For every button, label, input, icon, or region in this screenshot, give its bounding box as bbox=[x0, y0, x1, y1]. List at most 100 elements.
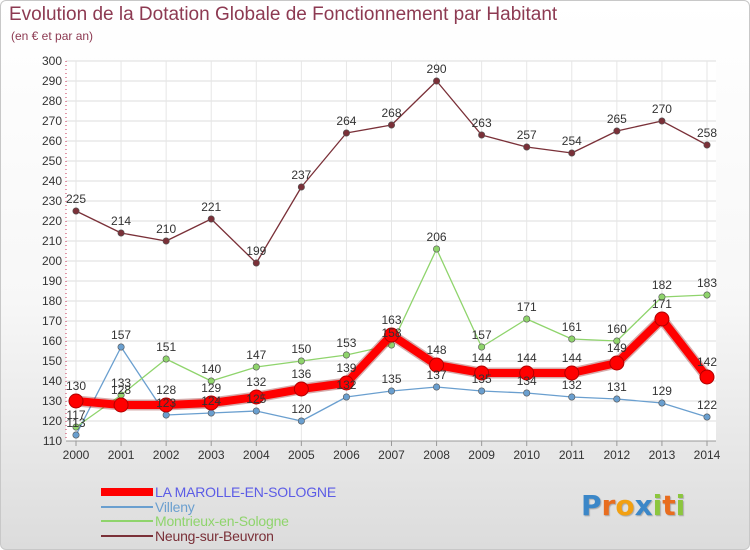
data-point bbox=[613, 337, 621, 345]
data-label: 171 bbox=[652, 297, 672, 311]
data-label: 153 bbox=[336, 336, 356, 350]
legend-label: Neung-sur-Beuvron bbox=[155, 527, 274, 544]
data-point bbox=[342, 129, 350, 137]
series-lines bbox=[68, 77, 715, 439]
data-label: 132 bbox=[562, 378, 582, 392]
chart-subtitle: (en € et par an) bbox=[11, 29, 94, 43]
data-label: 128 bbox=[156, 383, 176, 397]
data-point bbox=[252, 259, 260, 267]
data-label: 151 bbox=[156, 340, 176, 354]
data-point bbox=[162, 355, 170, 363]
data-point bbox=[699, 369, 715, 385]
logo-letter: i bbox=[652, 489, 663, 522]
data-label: 210 bbox=[156, 222, 176, 236]
logo-letter: P bbox=[581, 489, 602, 522]
data-label: 148 bbox=[427, 343, 447, 357]
x-tick-label: 2001 bbox=[108, 448, 135, 462]
data-label: 135 bbox=[381, 372, 401, 386]
data-point bbox=[72, 431, 80, 439]
data-label: 183 bbox=[697, 276, 717, 290]
data-point bbox=[478, 387, 486, 395]
y-tick-label: 240 bbox=[42, 174, 62, 188]
data-label: 133 bbox=[111, 376, 131, 390]
data-label: 139 bbox=[336, 361, 356, 375]
y-tick-label: 150 bbox=[42, 354, 62, 368]
data-label: 122 bbox=[697, 398, 717, 412]
data-point bbox=[429, 357, 445, 373]
y-tick-label: 300 bbox=[42, 54, 62, 68]
data-point bbox=[433, 245, 441, 253]
data-point bbox=[613, 395, 621, 403]
data-label: 254 bbox=[562, 134, 582, 148]
y-tick-label: 250 bbox=[42, 154, 62, 168]
data-label: 264 bbox=[336, 114, 356, 128]
data-point bbox=[703, 291, 711, 299]
data-label: 132 bbox=[246, 375, 266, 389]
data-label: 130 bbox=[66, 379, 86, 393]
y-tick-label: 280 bbox=[42, 94, 62, 108]
data-point bbox=[474, 365, 490, 381]
data-point bbox=[519, 365, 535, 381]
y-tick-label: 120 bbox=[42, 414, 62, 428]
data-point bbox=[113, 397, 129, 413]
x-tick-label: 2004 bbox=[243, 448, 270, 462]
y-tick-label: 160 bbox=[42, 334, 62, 348]
chart-title: Evolution de la Dotation Globale de Fonc… bbox=[9, 4, 558, 25]
y-tick-label: 230 bbox=[42, 194, 62, 208]
data-label: 140 bbox=[201, 362, 221, 376]
data-label: 163 bbox=[381, 313, 401, 327]
data-label: 136 bbox=[291, 367, 311, 381]
logo-letter: i bbox=[675, 489, 686, 522]
legend-label: LA MAROLLE-EN-SOLOGNE bbox=[155, 484, 336, 500]
data-point bbox=[523, 389, 531, 397]
data-label: 131 bbox=[607, 380, 627, 394]
data-point bbox=[478, 343, 486, 351]
data-point bbox=[293, 381, 309, 397]
y-tick-label: 130 bbox=[42, 394, 62, 408]
y-tick-label: 260 bbox=[42, 134, 62, 148]
data-point bbox=[207, 409, 215, 417]
logo-letter: x bbox=[634, 489, 653, 522]
data-point bbox=[433, 383, 441, 391]
y-tick-label: 290 bbox=[42, 74, 62, 88]
data-label: 128 bbox=[111, 383, 131, 397]
data-point bbox=[568, 393, 576, 401]
x-tick-label: 2011 bbox=[559, 448, 585, 462]
data-point bbox=[252, 363, 260, 371]
x-tick-label: 2012 bbox=[604, 448, 631, 462]
legend-label: Villeny bbox=[155, 498, 195, 515]
data-label: 125 bbox=[246, 392, 266, 406]
data-label: 144 bbox=[472, 351, 492, 365]
data-label: 144 bbox=[517, 351, 537, 365]
data-point bbox=[252, 407, 260, 415]
data-label: 132 bbox=[336, 378, 356, 392]
x-tick-label: 2007 bbox=[378, 448, 405, 462]
x-tick-label: 2009 bbox=[468, 448, 495, 462]
data-point bbox=[658, 117, 666, 125]
data-label: 135 bbox=[472, 372, 492, 386]
data-label: 123 bbox=[156, 396, 176, 410]
data-point bbox=[568, 335, 576, 343]
data-point bbox=[297, 183, 305, 191]
x-tick-label: 2006 bbox=[333, 448, 360, 462]
data-label: 117 bbox=[66, 408, 85, 422]
y-tick-label: 180 bbox=[42, 294, 62, 308]
data-label: 150 bbox=[291, 342, 311, 356]
data-label: 129 bbox=[652, 384, 672, 398]
data-label: 147 bbox=[246, 348, 266, 362]
data-label: 149 bbox=[607, 341, 627, 355]
data-label: 160 bbox=[607, 322, 627, 336]
data-label: 113 bbox=[66, 416, 85, 430]
data-point bbox=[433, 77, 441, 85]
data-label: 214 bbox=[111, 214, 131, 228]
x-tick-label: 2002 bbox=[153, 448, 180, 462]
y-tick-label: 190 bbox=[42, 274, 62, 288]
data-label: 265 bbox=[607, 112, 627, 126]
legend-swatch bbox=[101, 520, 153, 522]
legend-label: Montrieux-en-Sologne bbox=[155, 513, 289, 529]
data-point bbox=[523, 315, 531, 323]
data-point bbox=[564, 365, 580, 381]
data-label: 263 bbox=[472, 116, 492, 130]
logo-letter: r bbox=[601, 489, 616, 522]
data-label: 161 bbox=[562, 320, 582, 334]
